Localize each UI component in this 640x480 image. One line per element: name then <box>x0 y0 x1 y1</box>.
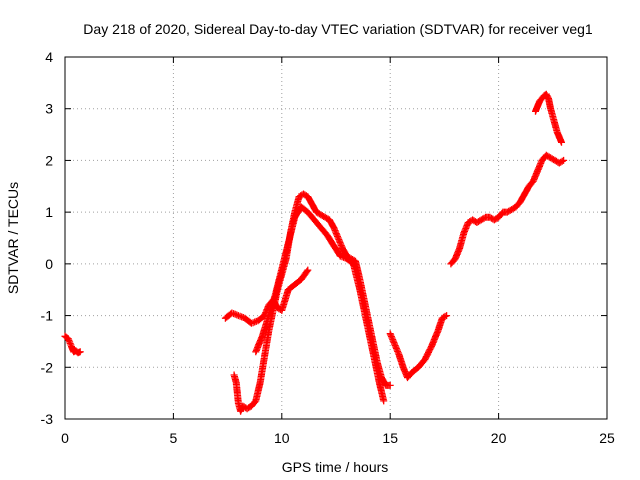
chart-title: Day 218 of 2020, Sidereal Day-to-day VTE… <box>83 21 593 37</box>
data-series <box>61 90 568 415</box>
plus-markers <box>230 190 394 415</box>
data-segment <box>386 312 451 382</box>
x-tick-label: 0 <box>61 430 69 446</box>
x-tick-label: 15 <box>382 430 398 446</box>
x-axis-label: GPS time / hours <box>282 459 389 475</box>
plus-markers <box>61 332 84 357</box>
y-tick-label: 2 <box>45 152 53 168</box>
y-tick-label: -2 <box>41 359 54 375</box>
grid <box>65 57 607 419</box>
y-tick-label: 1 <box>45 204 53 220</box>
x-tick-label: 25 <box>599 430 615 446</box>
y-tick-label: 3 <box>45 101 53 117</box>
plus-markers <box>386 312 451 382</box>
plus-markers <box>532 90 565 146</box>
data-segment <box>447 151 568 268</box>
x-tick-label: 10 <box>274 430 290 446</box>
data-segment <box>221 266 312 327</box>
y-tick-label: -1 <box>41 308 54 324</box>
data-segment <box>61 332 84 357</box>
data-segment <box>230 190 394 415</box>
data-segment <box>532 90 565 146</box>
y-tick-label: -3 <box>41 411 54 427</box>
y-tick-label: 0 <box>45 256 53 272</box>
y-tick-label: 4 <box>45 49 53 65</box>
data-segment <box>252 203 388 405</box>
plus-markers <box>221 266 312 327</box>
y-axis-label: SDTVAR / TECUs <box>5 182 21 294</box>
plus-markers <box>447 151 568 268</box>
plot-frame <box>64 56 608 420</box>
plus-markers <box>252 203 388 405</box>
x-tick-label: 20 <box>491 430 507 446</box>
axis-ticks: 0 5 10 15 20 25 -3 -2 -1 0 1 2 3 4 <box>41 49 615 446</box>
x-tick-label: 5 <box>170 430 178 446</box>
